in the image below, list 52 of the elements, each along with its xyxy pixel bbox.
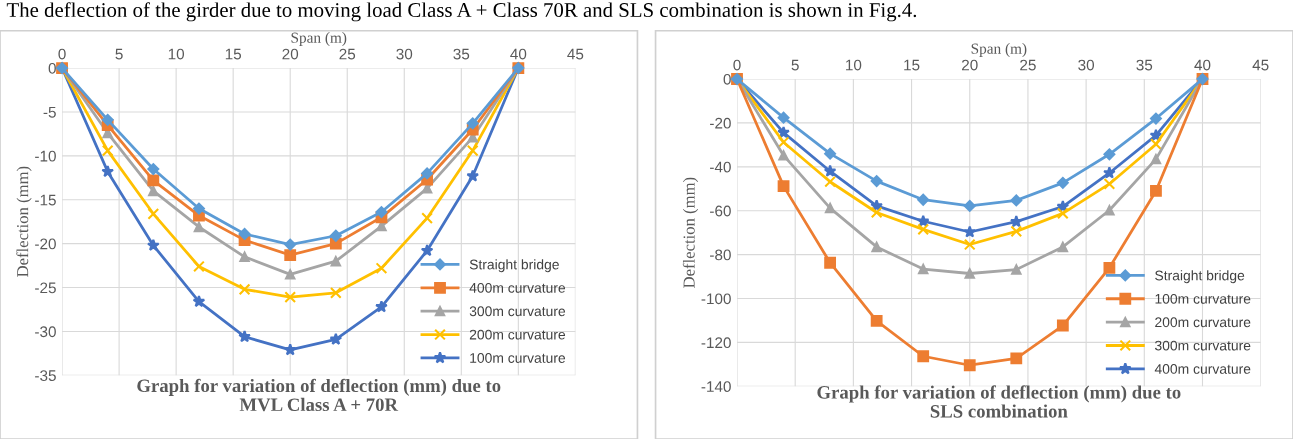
legend-label: 100m curvature: [470, 353, 566, 363]
y-tick-label: -30: [35, 326, 56, 338]
x-tick-label: 40: [510, 48, 527, 60]
text: The deflection of the girder due to moving load Class A + Class 70R and SLS combination is shown in Fig.4.: [6, 2, 917, 22]
y-tick-label: -60: [710, 205, 731, 217]
x-axis-title: Span (m): [971, 43, 1027, 57]
x-tick-label: 5: [115, 48, 123, 60]
text: Graph for variation of deflection (mm) due to SLS combination: [817, 385, 1181, 418]
x-tick-label: 10: [846, 59, 862, 71]
x-tick-label: 20: [962, 59, 978, 71]
x-tick-label: 45: [567, 48, 584, 60]
x-tick-label: 35: [1136, 59, 1153, 71]
x-tick-label: 30: [396, 48, 413, 60]
legend-label: Straight bridge: [1155, 270, 1245, 284]
y-tick-label: -35: [35, 370, 56, 382]
x-tick-label: 25: [339, 48, 356, 60]
y-tick-label: -15: [35, 194, 56, 206]
y-tick-label: -5: [43, 106, 56, 118]
legend-label: 300m curvature: [1154, 340, 1251, 351]
y-tick-label: -20: [35, 238, 56, 250]
x-tick-label: 20: [282, 48, 299, 60]
y-axis-title: Deflection (mm): [682, 177, 699, 288]
y-tick-label: -120: [701, 337, 731, 349]
x-axis-title: Span (m): [291, 32, 347, 46]
legend-label: 200m curvature: [1155, 317, 1251, 328]
x-tick-label: 35: [453, 48, 470, 60]
legend-label: 100m curvature: [1155, 293, 1251, 304]
x-tick-label: 25: [1020, 59, 1036, 71]
x-tick-label: 40: [1194, 59, 1211, 71]
y-tick-label: 0: [723, 73, 731, 85]
x-tick-label: 30: [1078, 59, 1095, 71]
x-tick-label: 0: [58, 48, 66, 60]
y-tick-label: -140: [701, 381, 731, 393]
y-axis-title: Deflection (mm): [16, 166, 32, 277]
y-tick-label: -100: [701, 293, 731, 305]
x-tick-label: 5: [791, 59, 799, 71]
y-tick-label: -10: [35, 150, 56, 162]
legend-label: 200m curvature: [469, 329, 566, 340]
y-tick-label: -80: [710, 249, 731, 261]
x-tick-label: 10: [168, 48, 185, 60]
x-tick-label: 15: [904, 59, 920, 71]
legend-label: 300m curvature: [469, 306, 566, 317]
legend-label: Straight bridge: [469, 259, 559, 273]
legend-label: 400m curvature: [1154, 364, 1251, 374]
text: Graph for variation of deflection (mm) due to MVL Class A + 70R: [137, 378, 501, 412]
x-tick-label: 0: [733, 59, 741, 71]
x-tick-label: 15: [225, 48, 242, 60]
y-tick-label: -25: [35, 282, 56, 294]
x-tick-label: 45: [1252, 59, 1269, 71]
y-tick-label: -40: [710, 161, 731, 173]
y-tick-label: -20: [710, 117, 731, 129]
legend-label: 400m curvature: [469, 282, 566, 293]
